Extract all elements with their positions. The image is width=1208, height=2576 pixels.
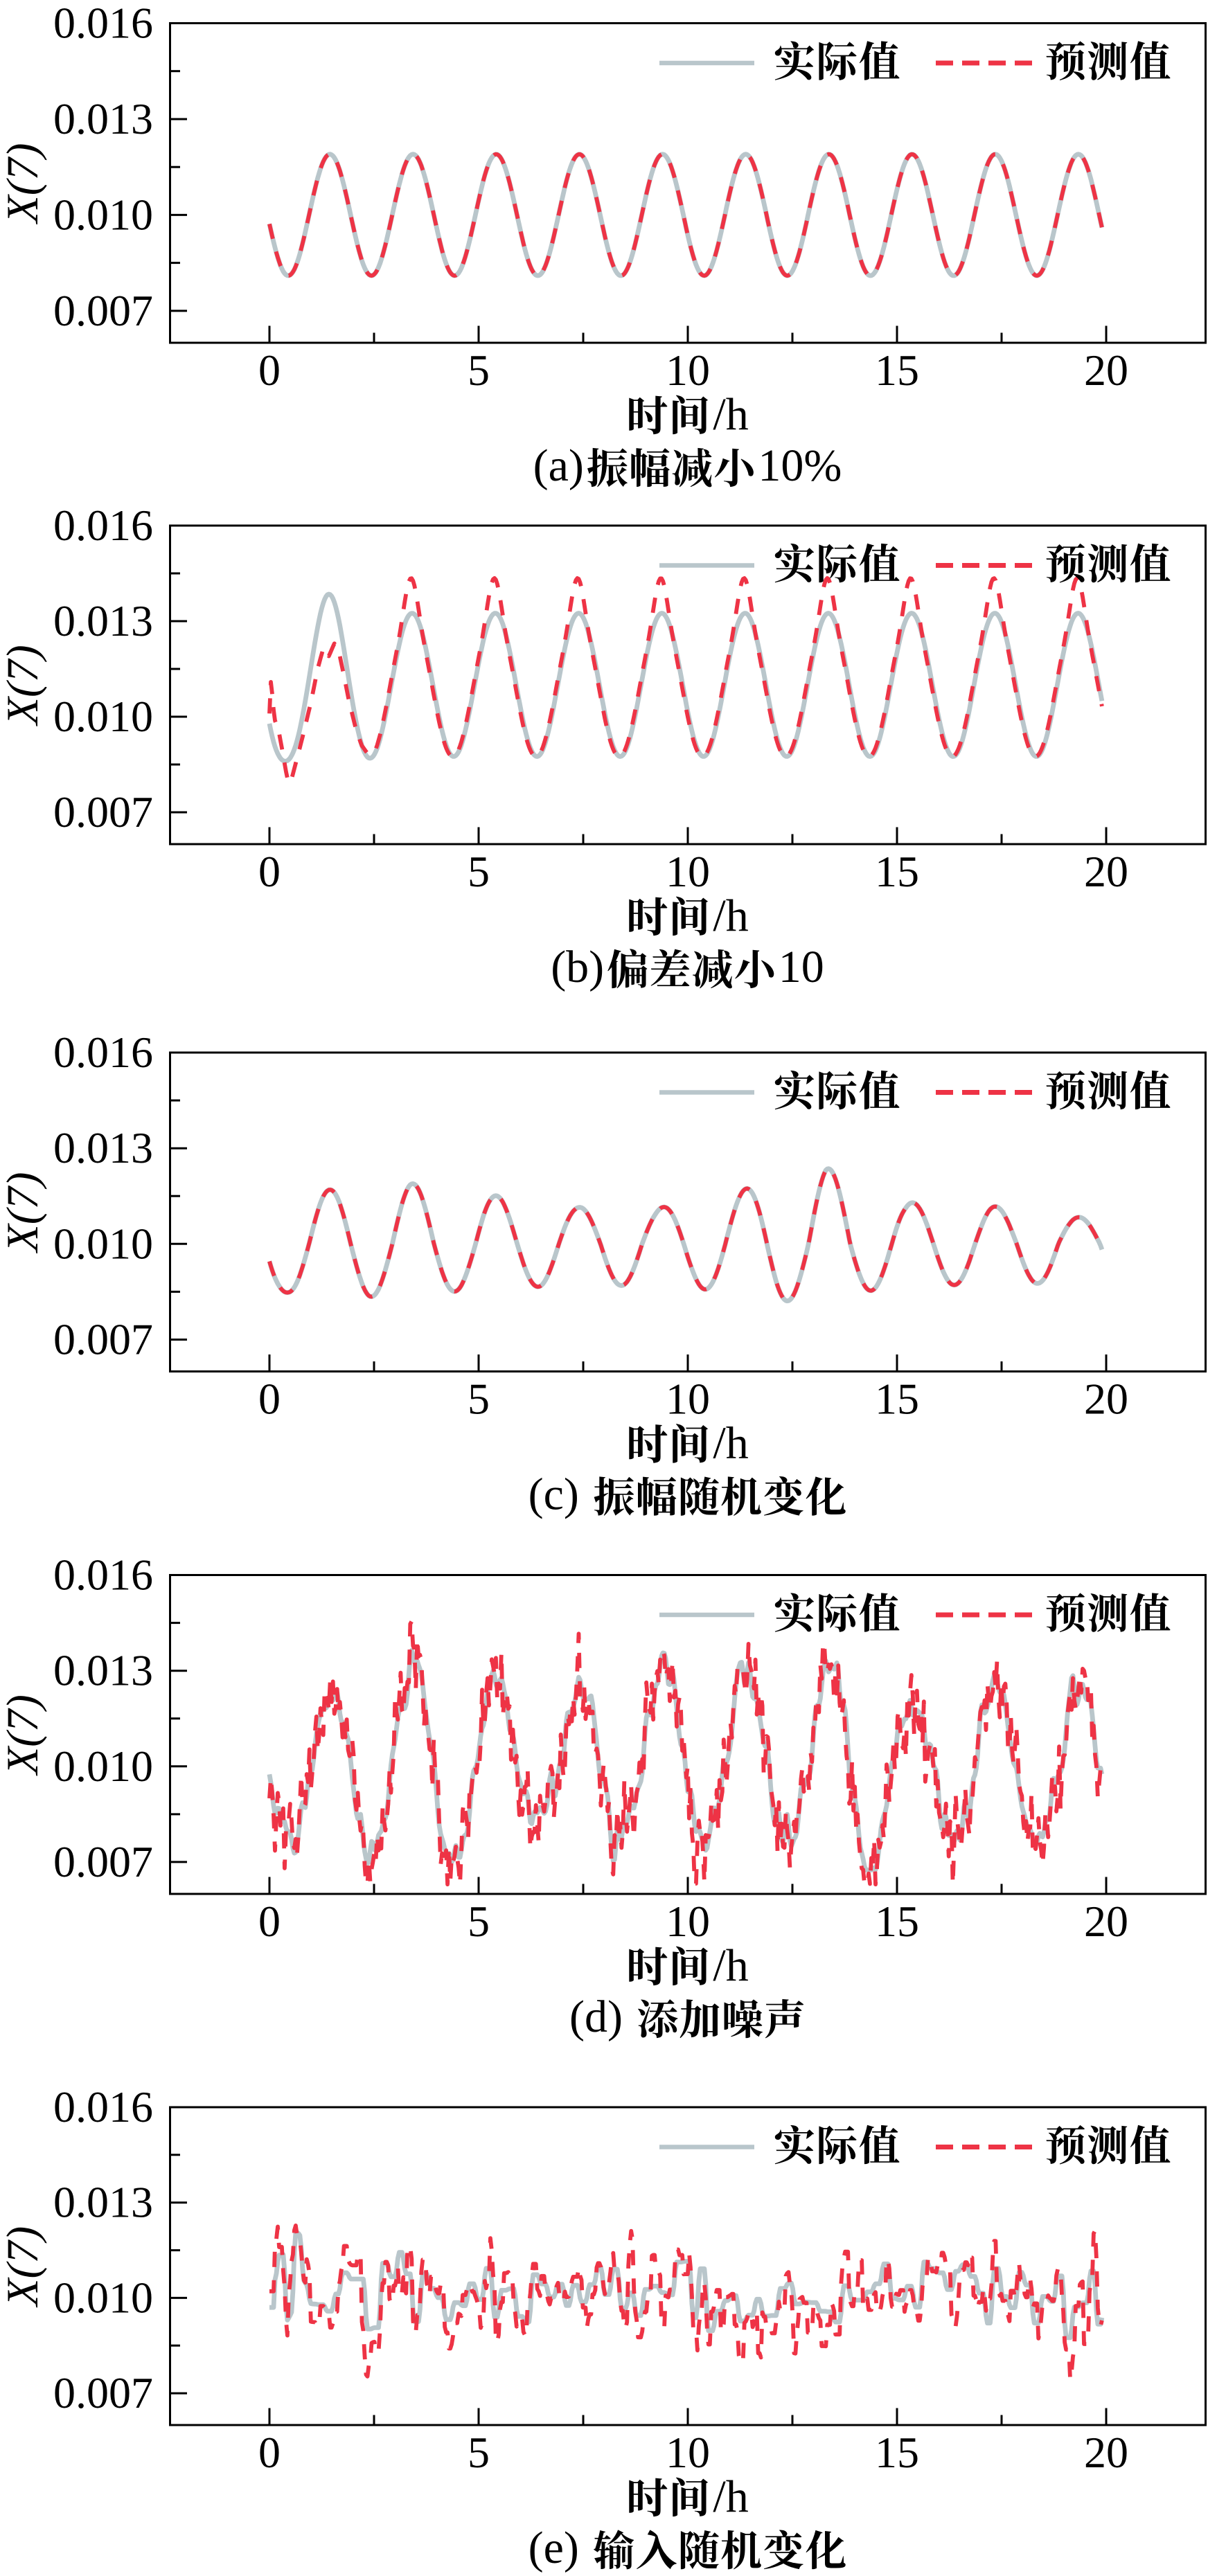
svg-text:0.010: 0.010: [53, 1742, 153, 1791]
svg-text:/h: /h: [713, 1940, 748, 1991]
svg-text:5: 5: [468, 346, 490, 395]
svg-text:5: 5: [468, 847, 490, 896]
svg-text:0.010: 0.010: [53, 190, 153, 239]
svg-text:0.007: 0.007: [53, 1315, 153, 1364]
svg-text:X(7): X(7): [0, 1694, 48, 1777]
svg-text:5: 5: [468, 2428, 490, 2477]
svg-text:10: 10: [666, 346, 710, 395]
svg-text:0.016: 0.016: [53, 501, 153, 550]
svg-text:10: 10: [779, 942, 824, 992]
svg-text:10: 10: [666, 1375, 710, 1424]
svg-text:5: 5: [468, 1897, 490, 1946]
svg-text:0.016: 0.016: [53, 2082, 153, 2131]
svg-text:20: 20: [1084, 1375, 1128, 1424]
svg-text:(a): (a): [533, 440, 584, 491]
svg-text:0.013: 0.013: [53, 94, 153, 143]
svg-text:0.010: 0.010: [53, 692, 153, 741]
svg-text:15: 15: [875, 1375, 919, 1424]
svg-text:0.007: 0.007: [53, 1837, 153, 1886]
svg-text:0: 0: [258, 1897, 281, 1946]
svg-text:0.013: 0.013: [53, 1646, 153, 1695]
svg-text:0.007: 0.007: [53, 2368, 153, 2417]
svg-text:X(7): X(7): [0, 2226, 48, 2309]
svg-text:15: 15: [875, 2428, 919, 2477]
svg-text:10: 10: [666, 847, 710, 896]
svg-text:5: 5: [468, 1375, 490, 1424]
svg-text:(d): (d): [569, 1992, 623, 2042]
svg-text:X(7): X(7): [0, 143, 48, 225]
svg-text:0.007: 0.007: [53, 787, 153, 837]
svg-text:/h: /h: [713, 891, 748, 941]
svg-text:0.016: 0.016: [53, 0, 153, 48]
svg-text:0.016: 0.016: [53, 1550, 153, 1600]
svg-text:0: 0: [258, 2428, 281, 2477]
svg-text:0: 0: [258, 346, 281, 395]
svg-text:15: 15: [875, 847, 919, 896]
svg-text:0.007: 0.007: [53, 286, 153, 335]
svg-text:0.013: 0.013: [53, 2178, 153, 2227]
svg-text:0: 0: [258, 847, 281, 896]
svg-text:0.010: 0.010: [53, 1219, 153, 1268]
svg-text:0.016: 0.016: [53, 1028, 153, 1077]
svg-text:10: 10: [666, 2428, 710, 2477]
svg-text:20: 20: [1084, 2428, 1128, 2477]
svg-text:20: 20: [1084, 1897, 1128, 1946]
svg-text:0.013: 0.013: [53, 1123, 153, 1172]
svg-text:(c): (c): [528, 1469, 579, 1520]
svg-text:20: 20: [1084, 847, 1128, 896]
svg-text:10%: 10%: [758, 440, 842, 491]
svg-text:10: 10: [666, 1897, 710, 1946]
svg-text:/h: /h: [713, 389, 748, 440]
svg-text:15: 15: [875, 346, 919, 395]
svg-text:X(7): X(7): [0, 645, 48, 727]
svg-text:/h: /h: [713, 1418, 748, 1469]
svg-text:/h: /h: [713, 2471, 748, 2522]
svg-text:(e): (e): [528, 2523, 579, 2573]
svg-text:(b): (b): [551, 942, 604, 992]
svg-text:0.010: 0.010: [53, 2273, 153, 2322]
svg-text:X(7): X(7): [0, 1172, 48, 1254]
svg-text:20: 20: [1084, 346, 1128, 395]
svg-text:15: 15: [875, 1897, 919, 1946]
svg-text:0: 0: [258, 1375, 281, 1424]
svg-text:0.013: 0.013: [53, 596, 153, 645]
